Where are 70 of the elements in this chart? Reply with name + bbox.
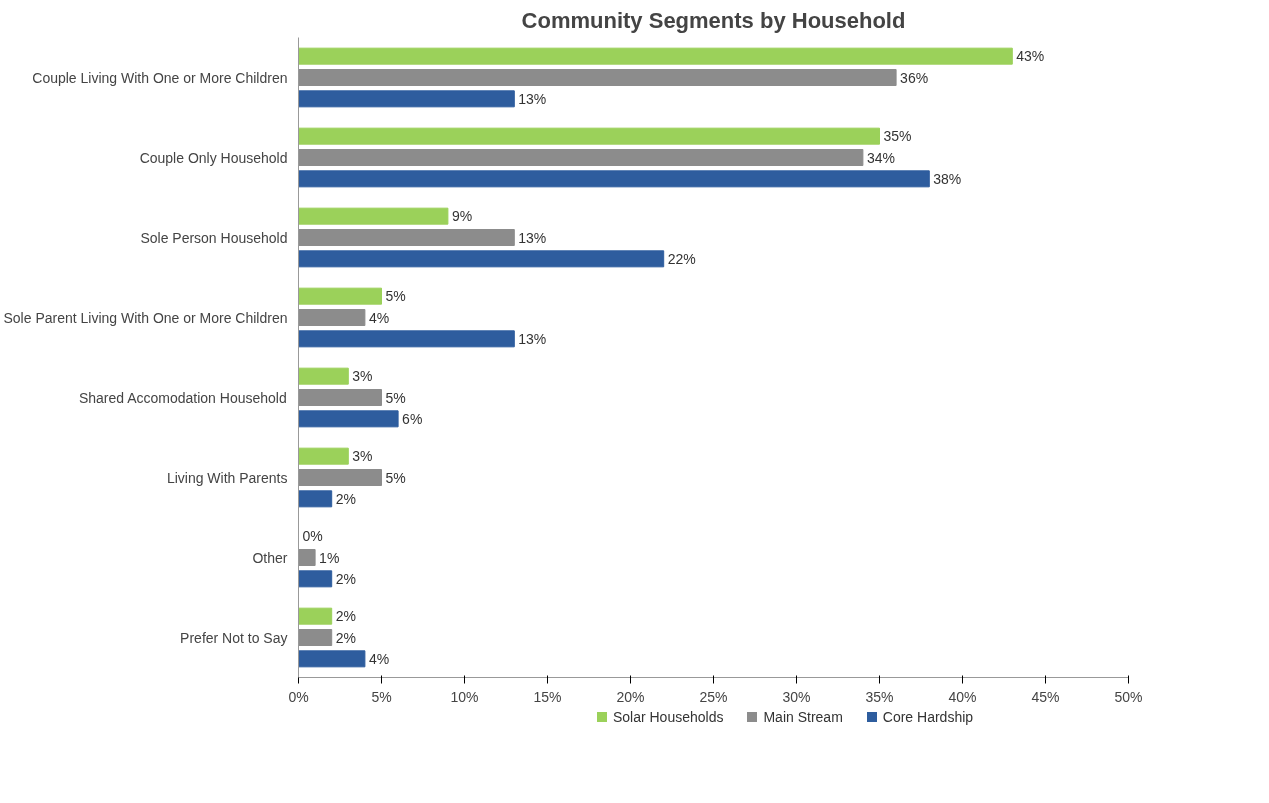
x-tick-label: 20% [616, 688, 645, 705]
bar [298, 410, 399, 428]
bar [298, 549, 316, 566]
x-tick-label: 30% [782, 688, 811, 705]
data-label: 4% [368, 309, 390, 326]
y-tick-label: Prefer Not to Say [180, 629, 288, 646]
chart-title: Community Segments by Household [521, 7, 906, 33]
data-label: 38% [933, 170, 962, 187]
data-label: 1% [319, 549, 340, 566]
y-tick-label: Couple Only Household [139, 149, 288, 166]
data-label: 13% [518, 229, 547, 246]
bar [298, 629, 333, 646]
data-label: 2% [335, 570, 356, 587]
data-label: 2% [335, 629, 356, 646]
data-label: 13% [518, 90, 547, 107]
bar [298, 309, 366, 326]
bar [298, 127, 880, 145]
bar [298, 69, 897, 86]
data-label: 43% [1016, 48, 1045, 65]
bar [298, 447, 349, 465]
bar [298, 469, 382, 486]
bar [298, 47, 1013, 65]
x-tick-label: 45% [1031, 688, 1060, 705]
data-label: 4% [368, 650, 390, 667]
y-tick-label: Other [252, 549, 288, 566]
y-tick-label: Sole Person Household [140, 229, 288, 246]
x-tick-label: 25% [699, 688, 728, 705]
bar [298, 607, 333, 625]
y-tick-label: Sole Parent Living With One or More Children [3, 309, 288, 326]
legend-label: Main Stream [762, 708, 843, 727]
x-tick-label: 10% [450, 688, 479, 705]
x-tick-label: 15% [533, 688, 562, 705]
y-tick-label: Couple Living With One or More Children [32, 69, 288, 86]
data-label: 6% [402, 410, 423, 427]
y-tick-label: Shared Accomodation Household [78, 389, 287, 406]
data-label: 2% [335, 490, 356, 507]
bar [298, 367, 349, 385]
bar [298, 229, 515, 246]
data-label: 5% [385, 288, 406, 305]
x-tick-label: 35% [865, 688, 894, 705]
bar [298, 250, 665, 268]
bar [298, 90, 515, 108]
bar [298, 650, 366, 668]
bar [298, 490, 333, 508]
data-label: 22% [667, 250, 696, 267]
data-label: 35% [883, 128, 912, 145]
x-tick-label: 0% [288, 688, 309, 705]
data-label: 0% [302, 528, 323, 545]
data-label: 3% [352, 448, 373, 465]
data-label: 9% [451, 208, 473, 225]
x-tick-label: 40% [948, 688, 977, 705]
data-label: 34% [866, 149, 895, 166]
x-tick-label: 50% [1114, 688, 1143, 705]
data-label: 13% [518, 330, 547, 347]
bar [298, 149, 864, 166]
data-label: 2% [335, 608, 356, 625]
y-tick-label: Living With Parents [166, 469, 288, 486]
bar [298, 207, 449, 225]
data-label: 3% [352, 368, 373, 385]
bar [298, 330, 515, 348]
legend-label: Solar Households [611, 708, 724, 727]
data-label: 36% [900, 69, 929, 86]
bar [298, 170, 930, 188]
legend-label: Core Hardship [881, 708, 974, 727]
data-label: 5% [385, 469, 406, 486]
bar [298, 389, 382, 406]
x-tick-label: 5% [371, 688, 392, 705]
bar [298, 570, 333, 588]
data-label: 5% [385, 389, 406, 406]
bar [298, 287, 382, 305]
